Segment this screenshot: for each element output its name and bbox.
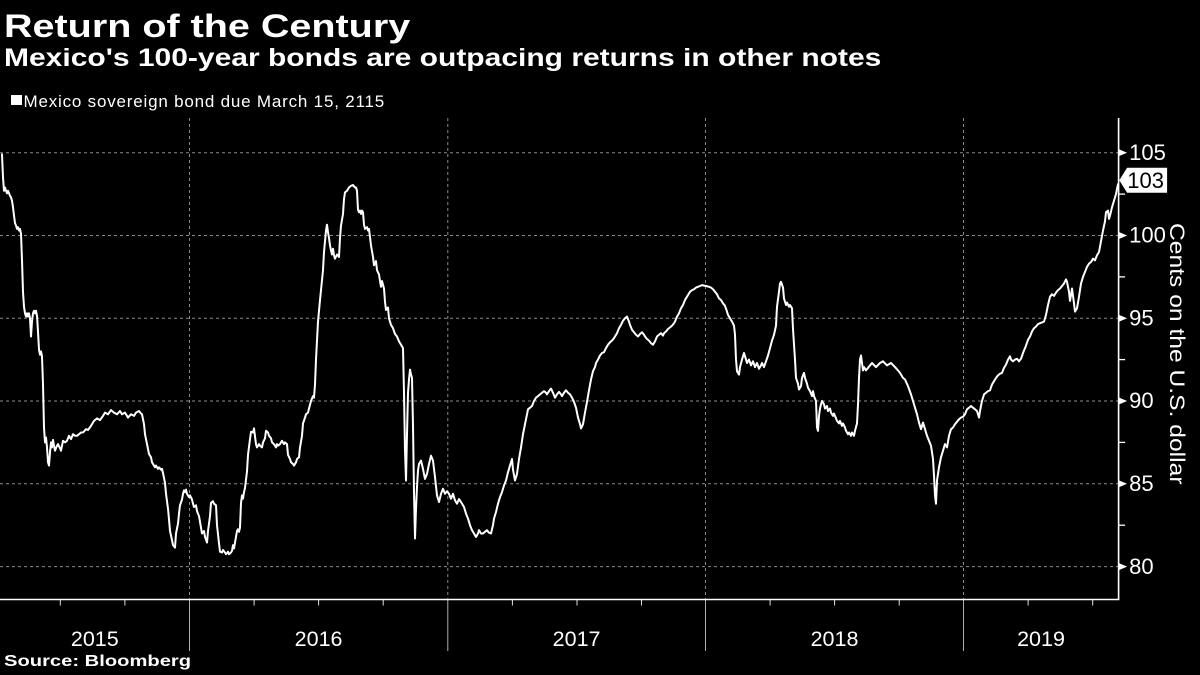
svg-text:2019: 2019 [1017, 627, 1065, 651]
svg-text:2017: 2017 [553, 627, 601, 651]
svg-text:90: 90 [1129, 388, 1153, 413]
svg-text:2018: 2018 [811, 627, 859, 651]
svg-text:2016: 2016 [295, 627, 343, 651]
svg-text:2015: 2015 [71, 627, 119, 651]
svg-text:100: 100 [1129, 223, 1166, 248]
svg-text:80: 80 [1129, 554, 1153, 579]
svg-text:105: 105 [1129, 140, 1166, 165]
svg-text:95: 95 [1129, 306, 1153, 331]
svg-text:103: 103 [1127, 168, 1164, 193]
svg-text:85: 85 [1129, 471, 1153, 496]
